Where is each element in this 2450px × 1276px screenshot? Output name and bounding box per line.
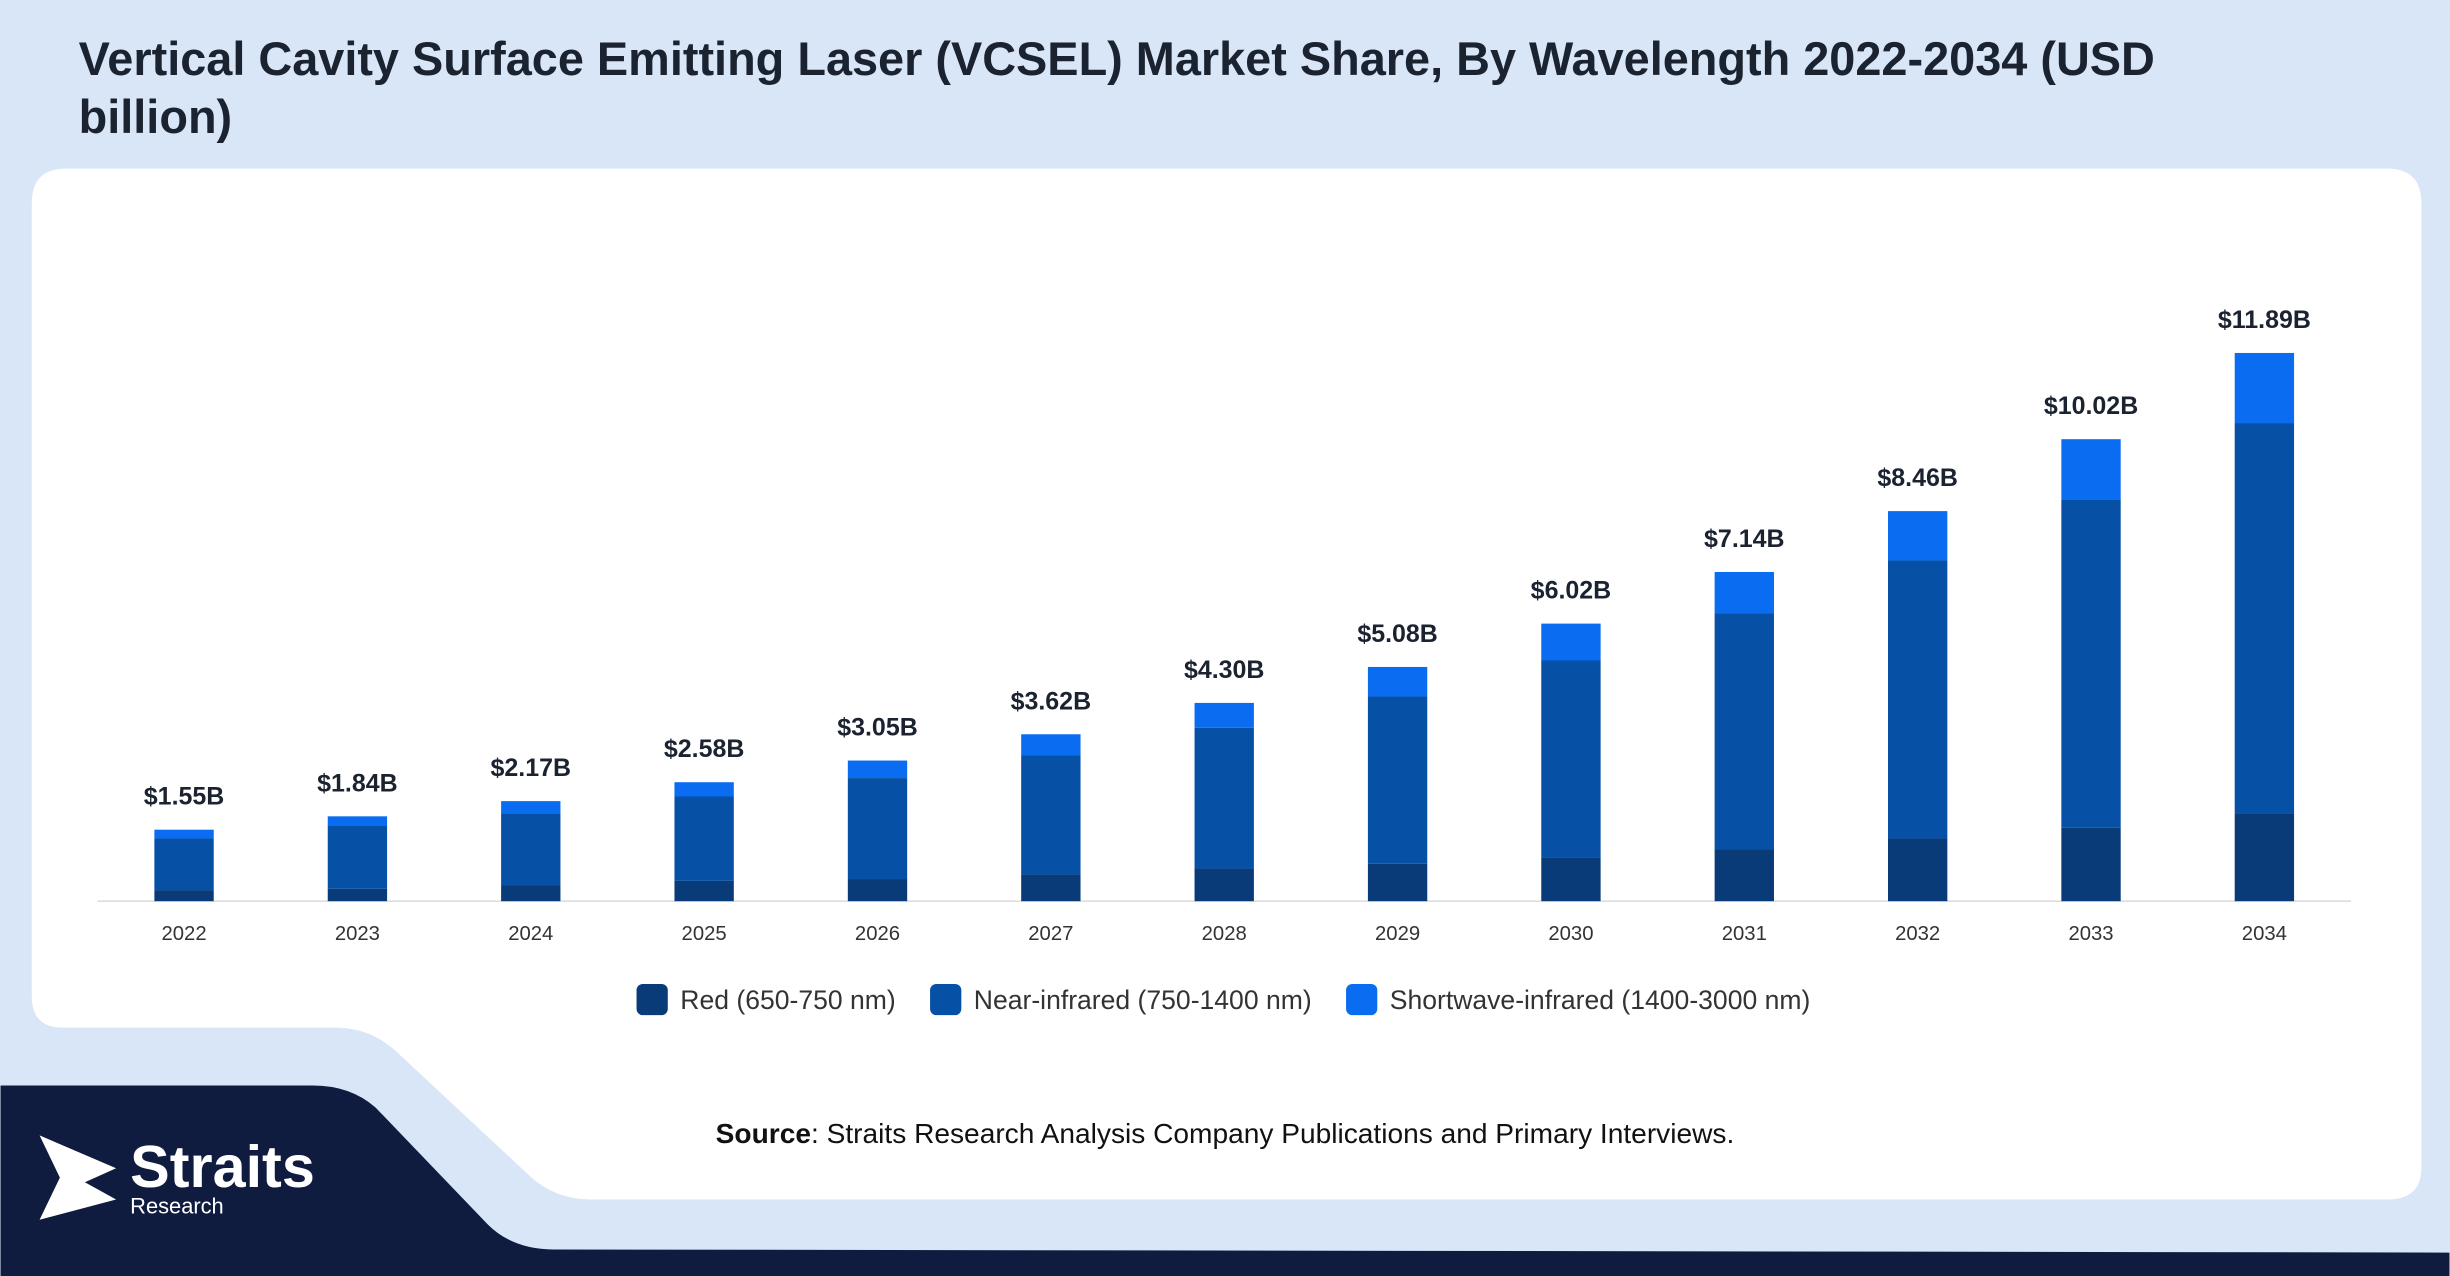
bar-segment [1541, 857, 1601, 902]
legend-label: Red (650-750 nm) [680, 985, 895, 1015]
x-tick-label: 2034 [2242, 923, 2287, 945]
x-tick-label: 2030 [1548, 923, 1593, 945]
bar-segment [1367, 666, 1428, 697]
bar-segment [2234, 423, 2295, 814]
bar-segment [1367, 863, 1428, 902]
x-tick-label: 2029 [1375, 923, 1420, 945]
bar-segment [1714, 849, 1774, 902]
legend-label: Near-infrared (750-1400 nm) [974, 985, 1312, 1015]
bar-segment [154, 838, 214, 891]
total-label: $2.58B [664, 735, 745, 763]
bar-segment [2234, 352, 2295, 424]
total-label: $2.17B [491, 754, 572, 782]
source-text: : Straits Research Analysis Company Publ… [811, 1118, 1734, 1149]
bar-segment [2061, 499, 2121, 828]
logo-sub: Research [130, 1194, 224, 1219]
bar-segment [1887, 511, 1948, 561]
card [31, 168, 2422, 1200]
title-box: Vertical Cavity Surface Emitting Laser (… [78, 34, 2155, 144]
x-tick-label: 2023 [335, 923, 380, 945]
legend-swatch [930, 983, 962, 1016]
bar-segment [674, 782, 734, 797]
x-tick-label: 2026 [855, 923, 900, 945]
total-label: $8.46B [1877, 464, 1958, 492]
total-label: $4.30B [1184, 656, 1265, 684]
x-tick-label: 2031 [1722, 923, 1767, 945]
bar-segment [1021, 734, 1081, 756]
bar-segment [1194, 868, 1254, 902]
logo-icon [39, 1135, 117, 1220]
bar-segment [154, 890, 214, 902]
x-tick-label: 2028 [1202, 923, 1247, 945]
total-label: $3.62B [1011, 687, 1092, 715]
x-tick-label: 2025 [682, 923, 727, 945]
bar-segment [674, 796, 734, 881]
legend-label: Shortwave-infrared (1400-3000 nm) [1390, 985, 1811, 1015]
chart-title: Vertical Cavity Surface Emitting Laser (… [78, 34, 2155, 144]
bar-segment [1021, 755, 1081, 875]
bar-segment [847, 778, 908, 880]
bar-segment [847, 879, 908, 902]
bar-segment [1541, 660, 1601, 858]
bar-segment [1714, 613, 1774, 850]
total-label: $10.02B [2044, 392, 2138, 420]
bar-segment [327, 888, 388, 902]
legend-swatch [636, 983, 668, 1016]
source-note: Source: Straits Research Analysis Compan… [716, 1118, 1735, 1149]
footer-band [0, 1085, 2450, 1276]
bar-segment [1194, 727, 1254, 869]
source-label: Source [716, 1118, 811, 1149]
bar-segment [327, 826, 388, 889]
total-label: $1.84B [317, 769, 398, 797]
x-tick-label: 2027 [1028, 923, 1073, 945]
x-tick-label: 2024 [508, 923, 553, 945]
bar-segment [1887, 560, 1948, 839]
total-label: $11.89B [2218, 306, 2311, 334]
total-label: $3.05B [837, 714, 918, 742]
bar-segment [847, 760, 908, 779]
logo-name: Straits [130, 1133, 315, 1200]
bar-segment [2234, 813, 2295, 902]
bar-segment [2061, 439, 2121, 500]
legend-swatch [1346, 983, 1378, 1016]
x-tick-label: 2033 [2068, 923, 2113, 945]
bar-segment [1021, 874, 1081, 902]
bar-segment [501, 813, 561, 886]
bar-segment [2061, 827, 2121, 902]
bar-segment [1714, 571, 1774, 614]
total-label: $7.14B [1704, 525, 1785, 553]
bar-segment [1541, 623, 1601, 661]
bar-segment [154, 829, 214, 839]
bar-segment [674, 880, 734, 902]
total-label: $5.08B [1357, 620, 1438, 648]
total-label: $6.02B [1531, 577, 1612, 605]
bar-segment [327, 816, 388, 827]
bar-segment [501, 801, 561, 814]
total-label: $1.55B [144, 783, 225, 811]
bar-segment [1887, 838, 1948, 902]
x-tick-label: 2022 [161, 923, 206, 945]
x-tick-label: 2032 [1895, 923, 1940, 945]
bar-segment [1194, 702, 1254, 728]
bar-segment [501, 885, 561, 902]
bar-segment [1367, 696, 1428, 864]
